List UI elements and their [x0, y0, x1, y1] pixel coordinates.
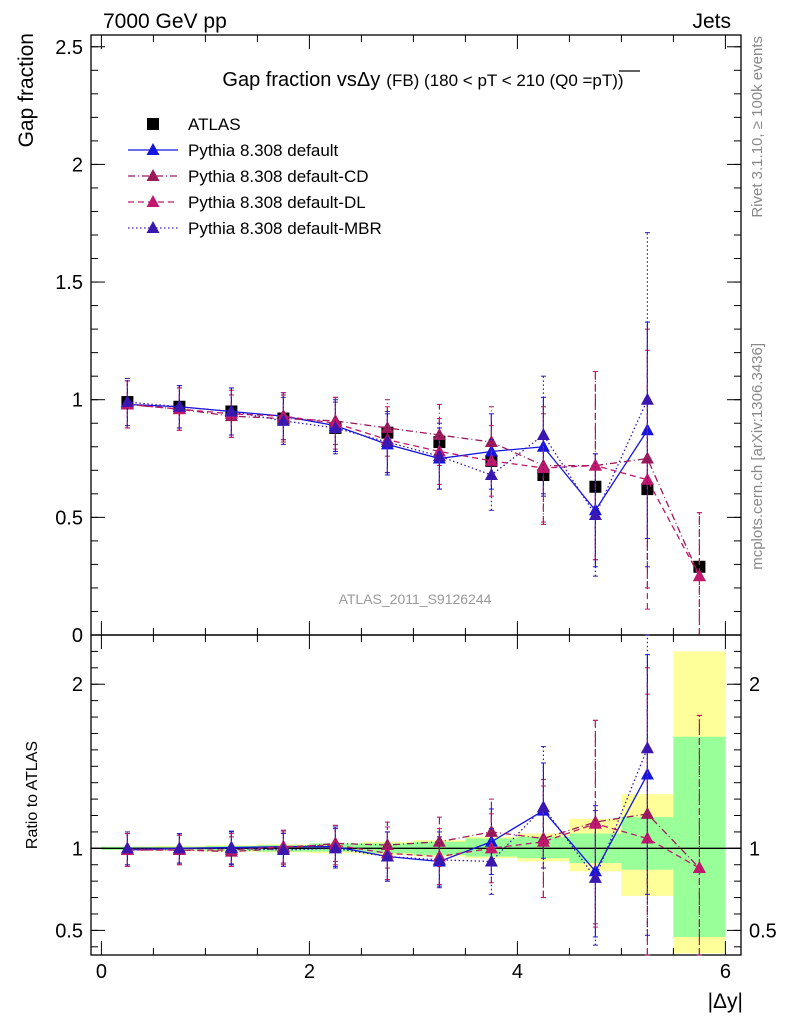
ratio-data-point — [276, 842, 290, 855]
legend-label: Pythia 8.308 default-MBR — [188, 219, 382, 238]
data-point — [588, 508, 602, 520]
x-tick-label: 2 — [304, 961, 315, 983]
data-point — [120, 395, 134, 408]
main-y-tick-label: 1.5 — [55, 272, 83, 294]
legend-marker — [146, 169, 160, 181]
legend-label: Pythia 8.308 default — [188, 141, 339, 160]
series-4 — [120, 232, 654, 577]
y-axis-label-main: Gap fraction — [15, 33, 38, 147]
legend-label: Pythia 8.308 default-CD — [188, 167, 369, 186]
data-point — [640, 392, 654, 405]
legend-entry: Pythia 8.308 default-DL — [128, 193, 366, 212]
x-tick-label: 4 — [512, 961, 523, 983]
data-point — [276, 413, 290, 426]
legend: ATLAS Pythia 8.308 default Pythia 8.308 de… — [128, 115, 382, 238]
legend-marker — [146, 195, 160, 207]
ratio-data-point — [380, 849, 394, 862]
ratio-data-point — [120, 841, 134, 854]
series-line — [127, 403, 700, 577]
legend-marker — [146, 143, 160, 155]
series-line — [127, 403, 700, 577]
legend-label: Pythia 8.308 default-DL — [188, 193, 366, 212]
ratio-y-tick-label: 0.5 — [55, 920, 83, 942]
data-point — [588, 458, 602, 471]
legend-label: ATLAS — [188, 115, 241, 134]
plot-title-main: Gap fraction vsΔy — [222, 69, 380, 91]
header-right: Jets — [692, 10, 731, 33]
ratio-data-point — [484, 841, 498, 854]
ratio-plot: 0.5 0.5 1 1 2 2 0 2 4 6 — [55, 634, 777, 983]
main-y-tick-label: 2.5 — [55, 37, 83, 59]
data-point — [380, 435, 394, 448]
data-point — [432, 449, 446, 462]
main-y-tick-label: 2 — [72, 154, 83, 176]
data-point — [224, 404, 238, 417]
legend-entry: Pythia 8.308 default-CD — [128, 167, 369, 186]
watermark: ATLAS_2011_S9126244 — [339, 591, 492, 607]
header-left: 7000 GeV pp — [103, 10, 227, 33]
series-0 — [121, 396, 706, 573]
data-point — [484, 453, 498, 466]
y-axis-label-ratio: Ratio to ATLAS — [24, 741, 41, 849]
ratio-y-tick-label: 1 — [72, 838, 83, 860]
ratio-data-point — [536, 834, 550, 847]
main-y-tick-label: 1 — [72, 390, 83, 412]
ratio-data-point — [432, 852, 446, 865]
data-point — [536, 460, 550, 473]
ratio-y-tick-label-right: 2 — [749, 674, 760, 696]
plot-title-detail: (FB) (180 < pT < 210 (Q0 =pT)) — [386, 71, 623, 90]
legend-entry: Pythia 8.308 default-MBR — [128, 219, 382, 238]
ratio-y-tick-label-right: 1 — [749, 838, 760, 860]
x-tick-label: 6 — [720, 961, 731, 983]
ratio-series-line — [127, 813, 700, 869]
ratio-data-point — [484, 854, 498, 867]
main-y-tick-label: 0.5 — [55, 507, 83, 529]
ratio-data-point — [172, 841, 186, 854]
ratio-series-1 — [120, 667, 706, 956]
series-2 — [120, 328, 706, 636]
data-point — [692, 569, 706, 582]
data-point — [536, 428, 550, 440]
ratio-series-line — [127, 823, 700, 869]
ratio-data-point — [640, 831, 654, 844]
plot-title: Gap fraction vsΔy (FB) (180 < pT < 210 (Q… — [222, 69, 623, 91]
ratio-data-point — [640, 741, 654, 754]
ratio-y-tick-label: 2 — [72, 674, 83, 696]
data-point — [328, 420, 342, 433]
ratio-data-point — [692, 861, 706, 874]
mcplots-label: mcplots.cern.ch [arXiv:1306.3436] — [749, 343, 766, 570]
legend-marker — [146, 221, 160, 233]
ratio-data-point — [588, 870, 602, 883]
x-tick-label: 0 — [96, 961, 107, 983]
legend-entry: Pythia 8.308 default — [128, 141, 339, 160]
ratio-series-0 — [120, 654, 654, 938]
data-point — [484, 468, 498, 480]
ratio-series-3 — [120, 634, 654, 946]
main-y-tick-label: 0 — [72, 625, 83, 647]
ratio-data-point — [224, 841, 238, 854]
ratio-data-point — [328, 841, 342, 854]
ratio-y-tick-label-right: 0.5 — [749, 920, 777, 942]
ratio-data-point — [588, 816, 602, 829]
legend-entry: ATLAS — [147, 115, 241, 134]
main-plot: 0 0.5 1 1.5 2 2.5 — [55, 34, 742, 647]
data-point — [172, 399, 186, 412]
legend-marker — [147, 118, 159, 130]
rivet-label: Rivet 3.1.10, ≥ 100k events — [749, 36, 766, 218]
ratio-frame — [90, 634, 742, 956]
ratio-data-point — [588, 864, 602, 877]
ratio-data-point — [536, 800, 550, 813]
x-axis-label: |Δy| — [708, 990, 743, 1013]
